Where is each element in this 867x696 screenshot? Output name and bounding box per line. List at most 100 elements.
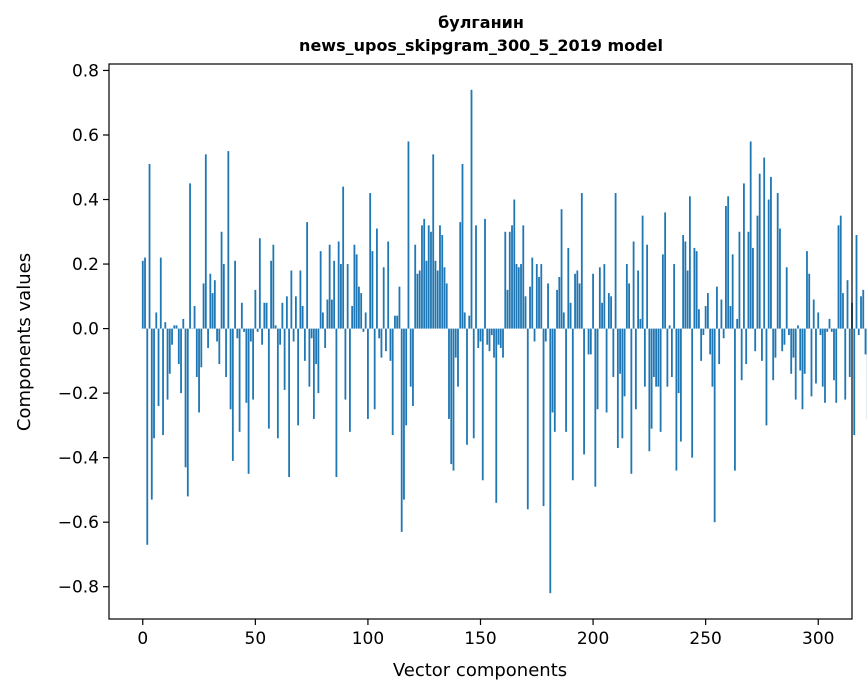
bar-251 — [707, 293, 709, 329]
bar-164 — [511, 225, 513, 329]
bar-261 — [729, 306, 732, 329]
bar-120 — [412, 328, 414, 407]
bar-11 — [166, 328, 169, 400]
bar-290 — [794, 328, 797, 400]
x-tick-label: 300 — [802, 629, 834, 649]
bar-283 — [779, 228, 781, 329]
bar-90 — [344, 328, 347, 400]
bar-213 — [621, 328, 624, 439]
bar-319 — [860, 296, 862, 329]
chart-title-line1: булганин — [438, 13, 524, 32]
bar-60 — [276, 328, 279, 439]
x-axis-ticks: 0 50 100 150 200 250 300 — [137, 619, 834, 649]
bar-249 — [702, 328, 705, 336]
bar-275 — [761, 328, 763, 361]
bar-194 — [578, 283, 581, 329]
bar-139 — [454, 328, 457, 358]
bar-63 — [283, 328, 286, 390]
bar-262 — [731, 254, 734, 329]
bar-76 — [312, 328, 315, 419]
bar-175 — [535, 264, 538, 329]
bar-188 — [565, 328, 567, 432]
bar-14 — [173, 325, 176, 329]
bar-218 — [632, 241, 635, 329]
bar-97 — [360, 293, 363, 329]
bar-29 — [207, 328, 209, 348]
bar-108 — [385, 328, 387, 352]
bar-240 — [682, 235, 685, 329]
x-tick-label: 50 — [245, 629, 267, 649]
bar-160 — [502, 328, 504, 358]
bar-99 — [364, 312, 367, 329]
bar-203 — [598, 267, 601, 329]
bar-276 — [763, 157, 766, 329]
bar-10 — [164, 322, 167, 329]
bar-91 — [346, 264, 349, 329]
bar-50 — [254, 289, 257, 329]
bar-255 — [716, 286, 718, 329]
bar-192 — [574, 273, 576, 329]
bar-6 — [155, 312, 158, 329]
bar-38 — [227, 151, 230, 329]
bar-209 — [612, 328, 615, 377]
bar-21 — [189, 183, 191, 329]
bar-246 — [695, 251, 698, 329]
bar-134 — [443, 267, 446, 329]
bar-172 — [529, 286, 531, 329]
bar-130 — [434, 260, 437, 329]
bar-321 — [864, 328, 867, 355]
bar-263 — [734, 328, 736, 471]
bar-26 — [200, 328, 203, 368]
bar-274 — [758, 173, 761, 329]
bar-219 — [634, 328, 637, 410]
bar-96 — [358, 286, 360, 329]
bar-166 — [515, 264, 518, 329]
bar-256 — [718, 328, 721, 365]
chart-title-line2: news_upos_skipgram_300_5_2019 model — [299, 36, 663, 55]
bar-204 — [601, 302, 603, 329]
bar-210 — [614, 193, 617, 329]
bar-226 — [650, 328, 653, 429]
bar-159 — [499, 328, 502, 348]
bar-309 — [837, 225, 840, 329]
bar-59 — [274, 325, 277, 329]
bar-39 — [229, 328, 232, 410]
bar-122 — [416, 273, 419, 329]
bar-41 — [234, 260, 236, 329]
bar-149 — [477, 328, 480, 348]
bar-293 — [801, 328, 804, 410]
bar-163 — [508, 231, 511, 329]
bar-32 — [213, 280, 216, 329]
bar-18 — [182, 318, 185, 329]
bar-53 — [261, 328, 264, 345]
bar-33 — [216, 328, 218, 342]
bar-201 — [594, 328, 597, 487]
bar-171 — [526, 328, 529, 510]
bar-272 — [754, 328, 757, 352]
bar-153 — [486, 328, 489, 345]
bar-151 — [481, 328, 484, 481]
bar-320 — [862, 289, 865, 329]
bar-312 — [844, 328, 847, 400]
bar-287 — [788, 328, 790, 336]
bar-307 — [833, 328, 835, 381]
bar-65 — [288, 328, 291, 478]
bar-45 — [243, 328, 245, 332]
bar-20 — [186, 328, 189, 497]
bar-82 — [326, 299, 329, 329]
bar-245 — [693, 247, 696, 329]
bar-1 — [144, 257, 146, 329]
bar-278 — [767, 199, 770, 329]
bar-167 — [517, 267, 520, 329]
bar-107 — [382, 267, 385, 329]
bar-234 — [668, 325, 671, 329]
bar-68 — [294, 296, 297, 329]
bar-74 — [308, 328, 311, 387]
bar-235 — [670, 328, 673, 377]
bar-223 — [643, 328, 646, 387]
bar-111 — [391, 328, 394, 436]
x-tick-label: 150 — [464, 629, 496, 649]
bar-47 — [247, 328, 250, 474]
bar-270 — [749, 141, 752, 329]
bar-230 — [659, 328, 662, 432]
